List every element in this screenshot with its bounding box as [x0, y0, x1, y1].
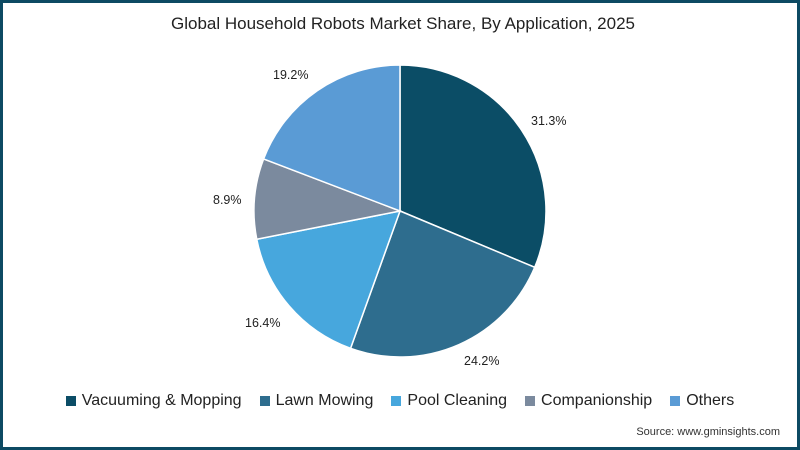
swatch-icon	[525, 396, 536, 406]
pie-slice-2	[255, 210, 402, 350]
legend-item-lawn: Lawn Mowing	[259, 392, 373, 410]
pie-slice-3	[253, 157, 403, 241]
chart-title: Global Household Robots Market Share, By…	[171, 14, 635, 33]
pie-slice-1	[349, 210, 536, 358]
swatch-icon	[65, 396, 76, 406]
label-companionship: 8.9%	[213, 193, 242, 207]
label-vacuuming: 31.3%	[531, 114, 567, 128]
legend-item-others: Others	[670, 392, 734, 410]
swatch-icon	[259, 396, 270, 406]
legend-item-pool: Pool Cleaning	[391, 392, 507, 410]
legend-item-companionship: Companionship	[525, 392, 652, 410]
source-note: Source: www.gminsights.com	[636, 426, 780, 438]
swatch-icon	[670, 396, 681, 406]
legend-item-vacuuming: Vacuuming & Mopping	[65, 392, 242, 410]
pie-slice-0	[399, 64, 547, 269]
label-others: 19.2%	[273, 68, 309, 82]
label-lawn: 24.2%	[464, 354, 500, 368]
label-pool: 16.4%	[245, 316, 281, 330]
pie-slice-4	[262, 64, 401, 213]
swatch-icon	[391, 396, 402, 406]
legend: Vacuuming & Mopping Lawn Mowing Pool Cle…	[0, 392, 800, 410]
